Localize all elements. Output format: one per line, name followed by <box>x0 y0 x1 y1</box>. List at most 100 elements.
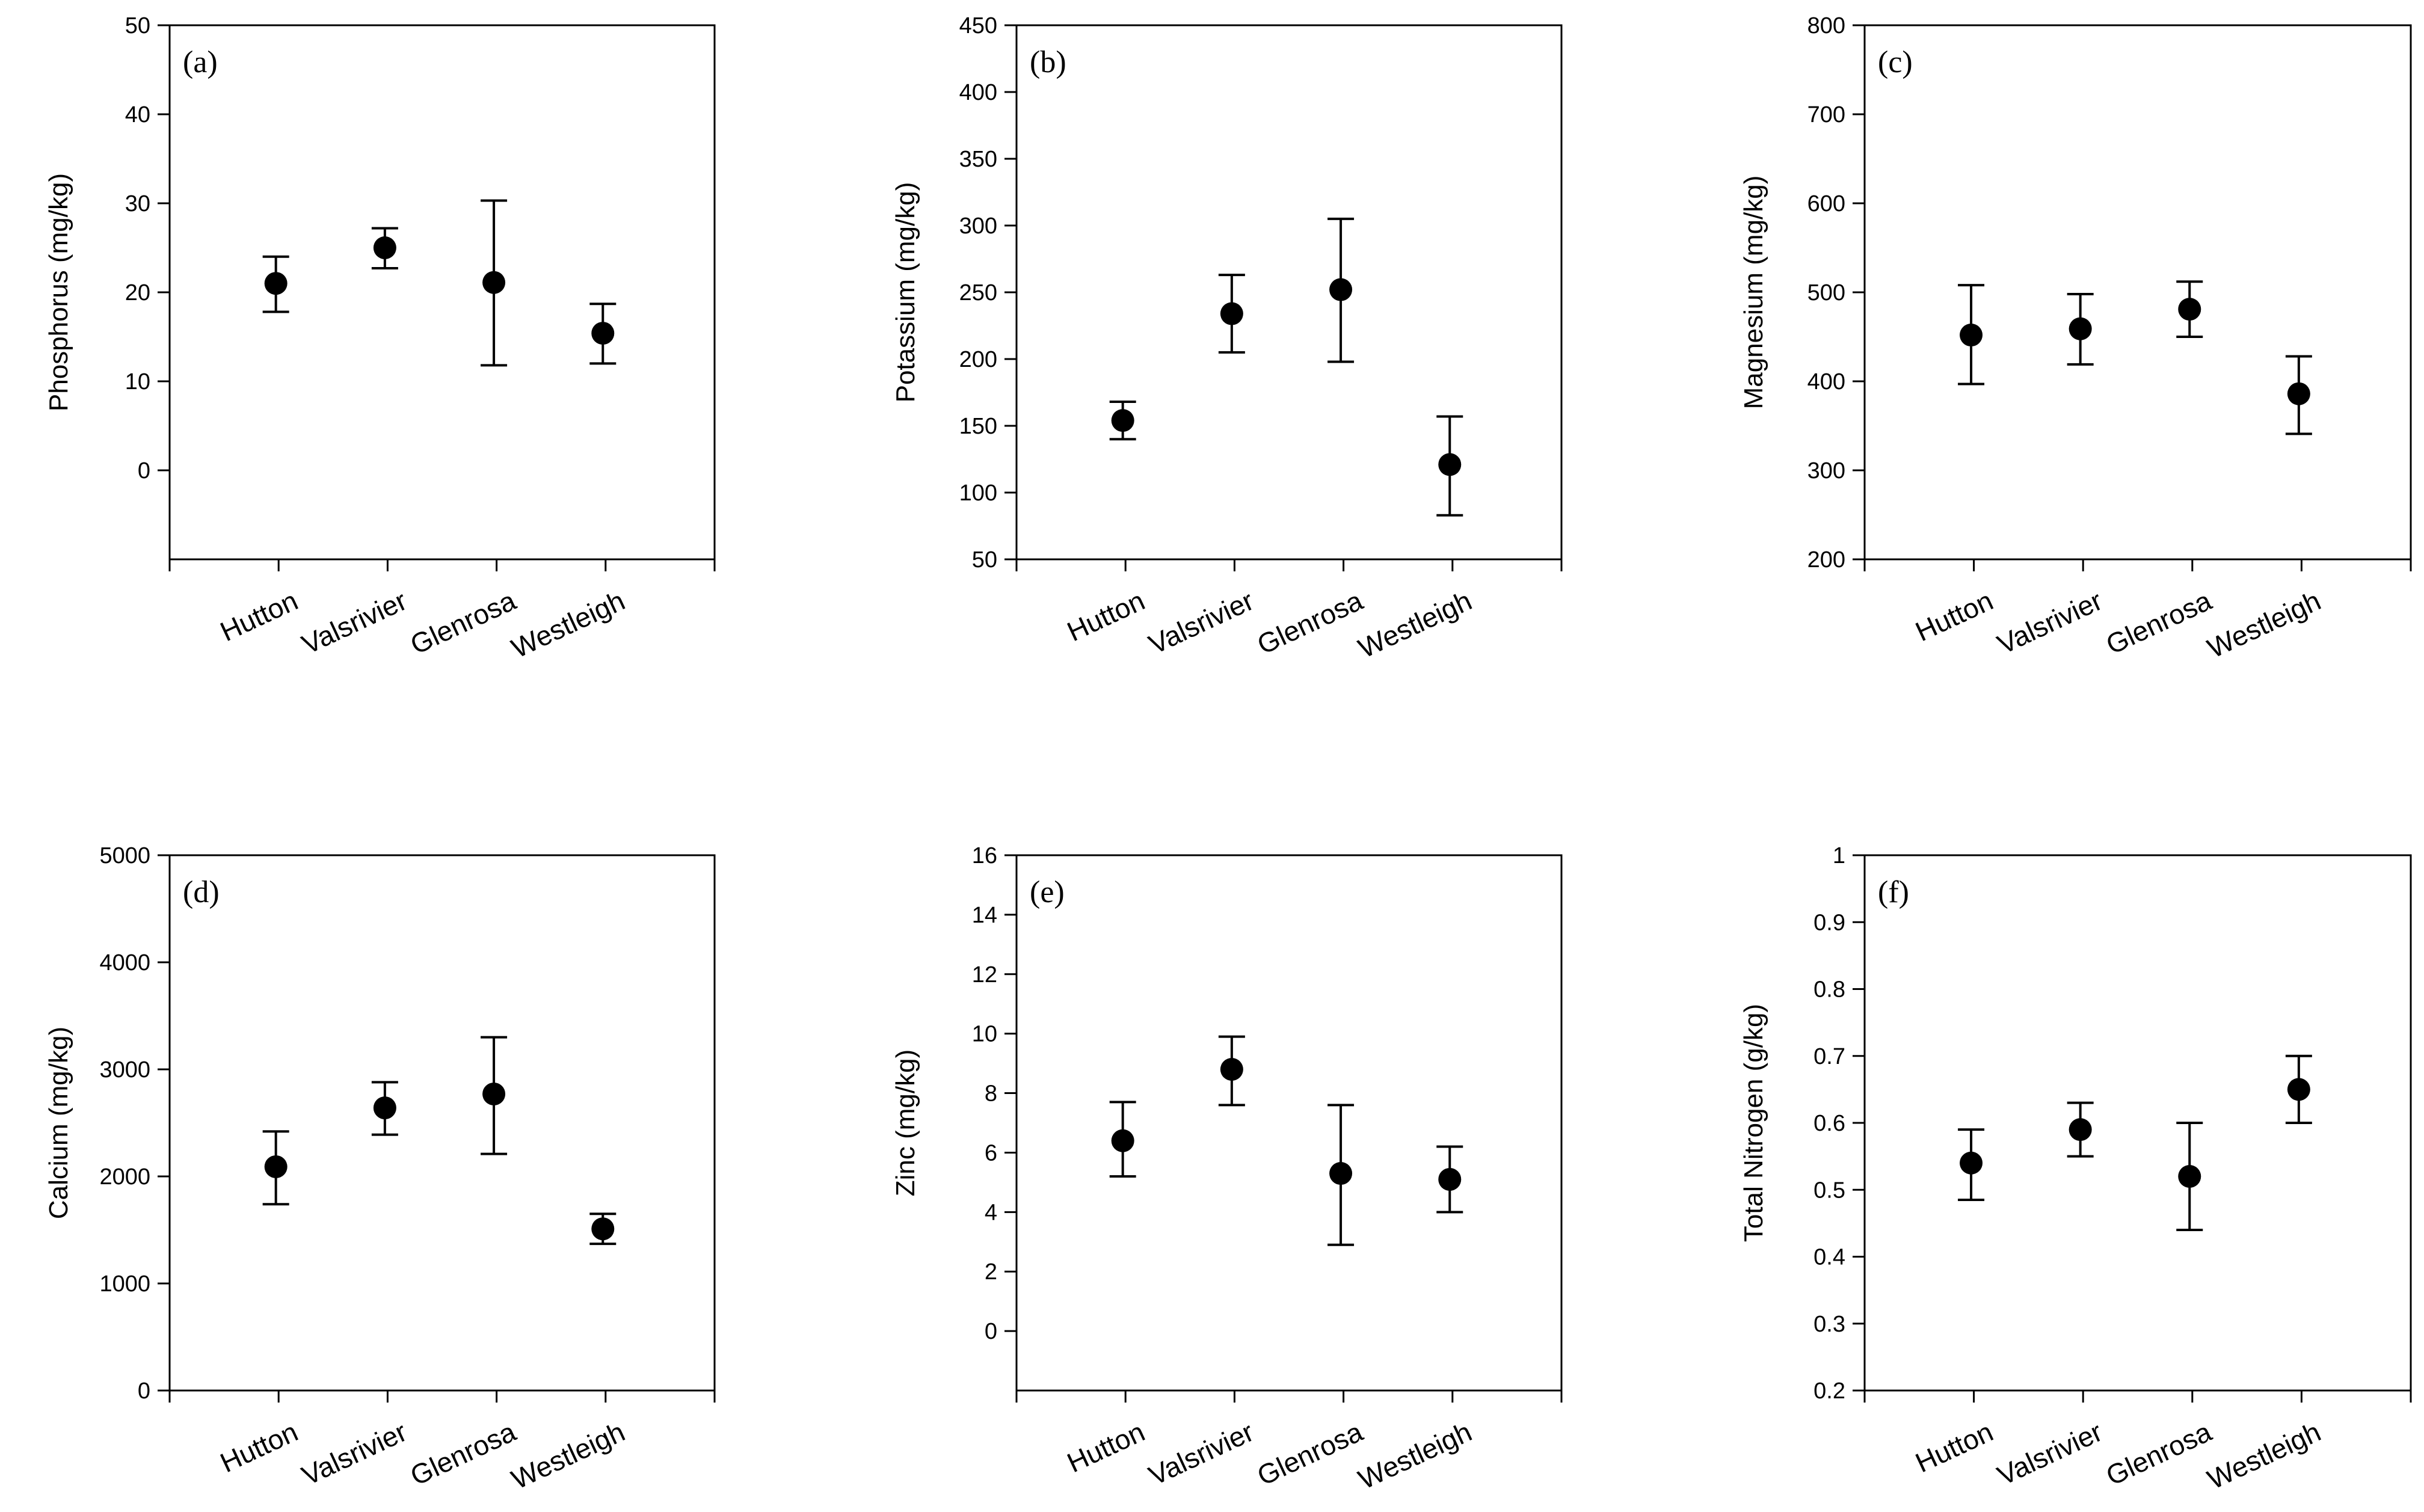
x-tick-label: Westleigh <box>1353 1416 1476 1495</box>
data-point <box>373 236 396 259</box>
y-axis-title: Phosphorus (mg/kg) <box>44 173 73 411</box>
y-tick-label: 3000 <box>99 1057 150 1083</box>
y-tick-label: 0 <box>138 1378 150 1404</box>
y-tick-label: 0 <box>138 458 150 484</box>
y-tick-label: 8 <box>985 1081 997 1107</box>
y-tick-label: 10 <box>972 1022 997 1047</box>
chart-panel-2: 50 100 150 200 250 300 350 400 450 HuttonValsrivi… <box>891 13 1563 664</box>
y-tick-label: 0.4 <box>1813 1245 1845 1270</box>
y-tick-label: 12 <box>972 962 997 988</box>
y-tick-label: 800 <box>1807 13 1845 38</box>
x-tick-label: Valsrivier <box>297 1416 411 1492</box>
y-tick-label: 0.9 <box>1813 910 1845 935</box>
x-tick-label: Glenrosa <box>2101 585 2216 660</box>
y-axis-title: Magnesium (mg/kg) <box>1739 176 1768 410</box>
chart-panel-5: 0 2 4 6 8 10 12 14 16 HuttonValsrivierGlenrosaWes… <box>891 843 1563 1495</box>
data-point <box>2069 1118 2092 1142</box>
data-point <box>1329 1162 1353 1185</box>
panel-label: (f) <box>1878 875 1909 909</box>
y-tick-label: 350 <box>959 147 997 172</box>
y-tick-label: 500 <box>1807 280 1845 306</box>
y-tick-label: 0.2 <box>1813 1378 1845 1404</box>
x-tick-label: Hutton <box>1062 585 1149 647</box>
x-tick-label: Glenrosa <box>1252 585 1368 660</box>
y-tick-label: 4 <box>985 1200 997 1225</box>
y-tick-label: 20 <box>125 280 150 306</box>
y-tick-label: 50 <box>972 547 997 573</box>
data-point <box>482 271 506 294</box>
x-tick-label: Westleigh <box>506 1416 629 1495</box>
panel-label: (a) <box>183 45 218 79</box>
plot-frame <box>168 854 716 1392</box>
chart-panel-3: 200 300 400 500 600 700 800 HuttonValsrivierGle… <box>1739 13 2412 664</box>
plot-frame <box>1863 854 2412 1392</box>
y-tick-label: 0 <box>985 1319 997 1344</box>
x-tick-label: Hutton <box>215 1416 303 1478</box>
plot-frame <box>1015 24 1563 561</box>
chart-panel-6: 0.2 0.3 0.4 0.5 0.6 0.7 0.8 0.9 1 HuttonValsrivie… <box>1739 843 2412 1495</box>
y-tick-label: 250 <box>959 280 997 306</box>
y-tick-label: 16 <box>972 843 997 868</box>
x-tick-label: Westleigh <box>2203 1416 2325 1495</box>
data-point <box>264 1155 288 1178</box>
y-tick-label: 10 <box>125 369 150 395</box>
data-point <box>482 1082 506 1105</box>
y-tick-label: 6 <box>985 1140 997 1166</box>
y-tick-label: 5000 <box>99 843 150 868</box>
x-tick-label: Valsrivier <box>1144 585 1258 660</box>
y-tick-label: 300 <box>959 214 997 239</box>
x-tick-label: Westleigh <box>2203 585 2325 664</box>
data-point <box>2178 298 2201 321</box>
y-axis-title: Zinc (mg/kg) <box>891 1049 920 1196</box>
data-point <box>1220 1058 1243 1081</box>
x-tick-label: Valsrivier <box>297 585 411 660</box>
x-tick-label: Valsrivier <box>1993 1416 2107 1492</box>
x-tick-label: Glenrosa <box>405 1416 521 1492</box>
data-point <box>1438 453 1462 476</box>
data-point <box>1329 278 1353 301</box>
x-tick-label: Westleigh <box>1353 585 1476 664</box>
panel-label: (c) <box>1878 45 1913 79</box>
y-tick-label: 300 <box>1807 458 1845 484</box>
y-tick-label: 0.3 <box>1813 1312 1845 1337</box>
x-tick-label: Valsrivier <box>1144 1416 1258 1492</box>
y-tick-label: 40 <box>125 102 150 128</box>
x-tick-label: Glenrosa <box>405 585 521 660</box>
y-tick-label: 150 <box>959 414 997 439</box>
y-tick-label: 100 <box>959 481 997 506</box>
x-tick-label: Hutton <box>1062 1416 1149 1478</box>
panel-label: (d) <box>183 875 220 909</box>
data-point <box>1438 1167 1462 1191</box>
y-tick-label: 700 <box>1807 102 1845 128</box>
data-point <box>2287 1078 2310 1101</box>
data-point <box>1960 1151 1983 1175</box>
y-tick-label: 30 <box>125 191 150 217</box>
y-tick-label: 450 <box>959 13 997 38</box>
data-point <box>264 272 288 295</box>
data-point <box>2069 317 2092 340</box>
data-point <box>2287 382 2310 405</box>
y-axis-title: Total Nitrogen (g/kg) <box>1739 1004 1768 1242</box>
data-point <box>1111 409 1134 432</box>
x-tick-label: Hutton <box>215 585 303 647</box>
y-tick-label: 2 <box>985 1259 997 1285</box>
x-tick-label: Hutton <box>1910 585 1998 647</box>
panel-label: (e) <box>1030 875 1065 909</box>
y-tick-label: 600 <box>1807 191 1845 217</box>
y-tick-label: 4000 <box>99 950 150 976</box>
data-point <box>591 1217 615 1241</box>
plot-frame <box>168 24 716 561</box>
y-tick-label: 2000 <box>99 1164 150 1190</box>
y-axis-title: Calcium (mg/kg) <box>44 1027 73 1219</box>
y-tick-label: 14 <box>972 903 997 928</box>
y-tick-label: 0.7 <box>1813 1044 1845 1069</box>
data-point <box>1111 1129 1134 1152</box>
panel-label: (b) <box>1030 45 1066 79</box>
x-tick-label: Hutton <box>1910 1416 1998 1478</box>
chart-panel-4: 0 1000 2000 3000 4000 5000 HuttonValsrivierGle… <box>44 843 716 1495</box>
y-tick-label: 50 <box>125 13 150 38</box>
x-tick-label: Glenrosa <box>1252 1416 1368 1492</box>
x-tick-label: Glenrosa <box>2101 1416 2216 1492</box>
plot-frame <box>1863 24 2412 561</box>
